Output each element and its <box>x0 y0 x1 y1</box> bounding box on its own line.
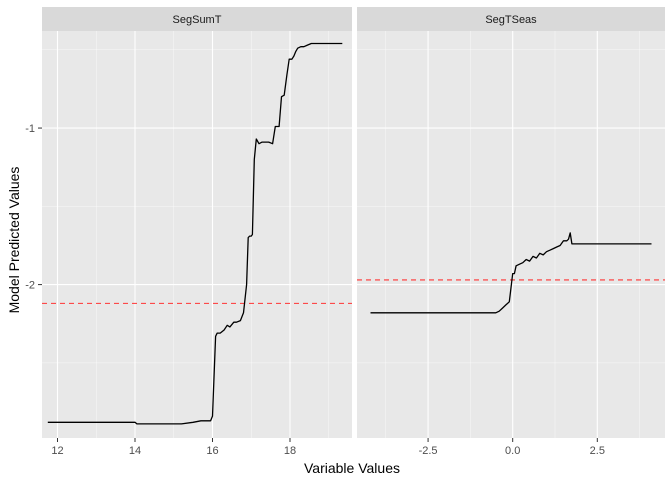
x-tick-label: 16 <box>206 445 218 457</box>
y-axis: -2 -1 <box>25 123 42 292</box>
series-line <box>370 232 652 314</box>
chart-panels: SegSumT 12 14 16 18 SegTSeas -2.5 0.0 2.5 <box>42 7 665 457</box>
series-line <box>47 42 343 425</box>
panel-segtseas: SegTSeas -2.5 0.0 2.5 <box>357 7 665 457</box>
panel-background <box>357 31 665 438</box>
panel-segsumt: SegSumT 12 14 16 18 <box>42 7 352 457</box>
x-tick-label: -2.5 <box>419 445 438 457</box>
facet-strip <box>357 7 665 31</box>
y-axis-title: Model Predicted Values <box>6 167 22 314</box>
y-tick-label: -1 <box>25 123 35 135</box>
x-tick-label: 0.0 <box>505 445 520 457</box>
x-tick-label: 12 <box>51 445 63 457</box>
y-tick-label: -2 <box>25 280 35 292</box>
x-axis-title: Variable Values <box>304 460 400 476</box>
panel-background <box>42 31 352 438</box>
x-tick-label: 2.5 <box>590 445 605 457</box>
x-tick-label: 14 <box>129 445 141 457</box>
facet-strip-label: SegTSeas <box>485 14 537 26</box>
x-tick-label: 18 <box>284 445 296 457</box>
facet-strip-label: SegSumT <box>173 14 222 26</box>
facet-strip <box>42 7 352 31</box>
